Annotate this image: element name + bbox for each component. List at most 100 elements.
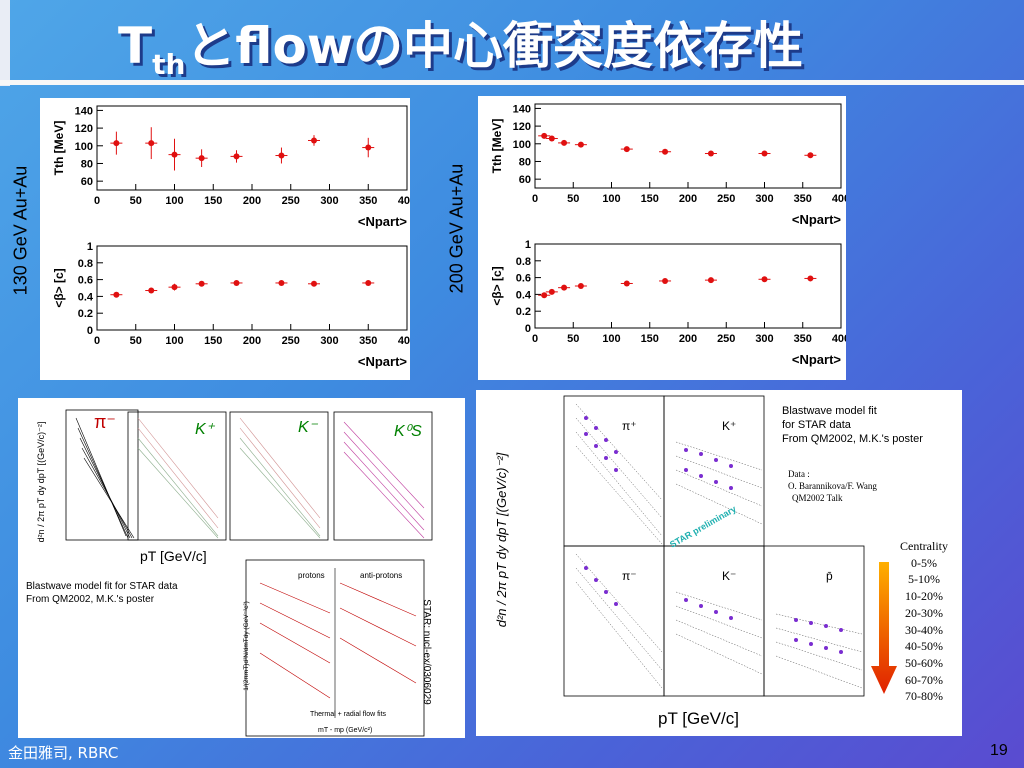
right-particle-kp: K⁺ <box>722 419 736 433</box>
data-point <box>198 280 205 287</box>
centrality-item: 60-70% <box>905 672 943 687</box>
data-point <box>171 151 178 158</box>
centrality-legend: Centrality 0-5% 5-10% 10-20% 20-30% 30-40% 40… <box>894 538 954 705</box>
spectra-right-panel: π⁺ K⁺ π⁻ K⁻ p̄ STAR preliminary d²n / 2π… <box>476 390 962 736</box>
inset-ylabel: 1/(2πmT)d²N/dmTdy (GeV⁻²c²) <box>243 601 250 691</box>
y-tick-label: 100 <box>75 141 93 153</box>
x-tick-label: 100 <box>165 335 183 347</box>
data-point <box>365 279 372 286</box>
y-axis-label: <β> [c] <box>490 266 504 305</box>
right-data-2: O. Barannikova/F. Wang <box>788 481 877 491</box>
y-tick-label: 0.8 <box>78 258 93 270</box>
x-axis-label: <Npart> <box>792 212 842 227</box>
data-point <box>577 283 584 289</box>
x-tick-label: 300 <box>320 195 338 207</box>
data-point <box>311 137 317 144</box>
data-point <box>113 291 120 298</box>
x-tick-label: 250 <box>717 193 735 205</box>
x-tick-label: 50 <box>567 193 579 205</box>
right-note-2: for STAR data <box>782 419 851 431</box>
x-tick-label: 300 <box>755 333 773 345</box>
data-point <box>807 152 814 159</box>
x-tick-label: 100 <box>602 193 620 205</box>
data-point <box>707 277 714 284</box>
spectrum-k0s <box>333 411 433 541</box>
data-point <box>623 280 630 287</box>
y-tick-label: 0.2 <box>78 308 93 320</box>
y-tick-label: 100 <box>513 139 531 151</box>
particle-label-kp: K⁺ <box>195 421 216 438</box>
y-tick-label: 140 <box>75 105 93 117</box>
x-tick-label: 150 <box>204 335 222 347</box>
x-tick-label: 100 <box>165 195 183 207</box>
inset-legend: Thermal + radial flow fits <box>310 711 387 718</box>
x-tick-label: 50 <box>130 195 142 207</box>
right-spectra-grid <box>563 395 865 697</box>
x-tick-label: 250 <box>717 333 735 345</box>
data-point <box>662 148 669 155</box>
right-spectra-curves <box>575 403 863 689</box>
y-tick-label: 80 <box>81 158 93 170</box>
centrality-title: Centrality <box>900 539 948 553</box>
inset-proton-plot <box>245 559 425 737</box>
x-tick-label: 300 <box>320 335 338 347</box>
data-point <box>278 279 285 286</box>
y-tick-label: 0.8 <box>516 256 531 268</box>
right-note-1: Blastwave model fit <box>782 405 877 417</box>
spectra-left-panel: π⁻ K⁺ K⁻ K⁰S d²n / 2π pT dy dpT [(GeV/c)… <box>18 398 465 738</box>
x-axis-label: <Npart> <box>358 214 408 229</box>
centrality-item: 30-40% <box>905 622 943 637</box>
chart-200gev-svg: 0501001502002503003504006080100120140<Np… <box>490 103 850 367</box>
right-particle-pbar: p̄ <box>826 569 833 583</box>
y-tick-label: 120 <box>513 121 531 133</box>
x-tick-label: 300 <box>755 193 773 205</box>
chart-200gev-panel: 0501001502002503003504006080100120140<Np… <box>478 96 850 380</box>
x-tick-label: 0 <box>94 335 100 347</box>
right-note-3: From QM2002, M.K.'s poster <box>782 433 923 445</box>
data-point <box>761 150 768 157</box>
y-axis-label: Tth [MeV] <box>52 121 66 176</box>
x-tick-label: 100 <box>602 333 620 345</box>
x-axis-label: <Npart> <box>792 352 842 367</box>
y-tick-label: 140 <box>513 103 531 115</box>
right-data-3: QM2002 Talk <box>792 493 843 503</box>
centrality-item: 40-50% <box>905 639 943 654</box>
centrality-item: 10-20% <box>905 589 943 604</box>
data-point <box>365 144 372 151</box>
x-tick-label: 400 <box>398 335 410 347</box>
y-tick-label: 0.2 <box>516 306 531 318</box>
right-data-notes: Data : O. Barannikova/F. Wang QM2002 Tal… <box>788 468 948 504</box>
left-pt-label: pT [GeV/c] <box>140 548 207 564</box>
plot-frame <box>96 245 408 331</box>
data-point <box>198 155 205 162</box>
centrality-item: 50-60% <box>905 655 943 670</box>
x-tick-label: 350 <box>794 333 812 345</box>
spectrum-kp <box>127 411 227 541</box>
data-point <box>561 284 568 291</box>
data-point <box>233 279 240 286</box>
y-tick-label: 0.4 <box>78 291 94 303</box>
chart-130gev-svg: 0501001502002503003504006080100120140<Np… <box>52 105 416 369</box>
spectra-left-svg: π⁻ K⁺ K⁻ K⁰S d²n / 2π pT dy dpT [(GeV/c)… <box>36 409 433 737</box>
y-tick-label: 60 <box>81 176 93 188</box>
x-tick-label: 250 <box>282 335 300 347</box>
data-point <box>148 287 155 294</box>
energy-label-130: 130 GeV Au+Au <box>10 165 31 296</box>
x-tick-label: 400 <box>398 195 410 207</box>
particle-label-km: K⁻ <box>298 419 319 436</box>
left-note-2: From QM2002, M.K.'s poster <box>26 594 155 605</box>
star-reference: STAR: nucl-ex/0306029 <box>421 599 432 705</box>
right-ylabel: d²n / 2π pT dy dpT [(GeV/c)⁻²] <box>494 452 509 627</box>
data-point <box>541 132 548 139</box>
x-tick-label: 0 <box>94 195 100 207</box>
x-tick-label: 350 <box>359 335 377 347</box>
right-spectra-points <box>584 416 843 654</box>
y-tick-label: 0.6 <box>516 273 531 285</box>
data-point <box>761 276 768 283</box>
data-point <box>233 153 240 160</box>
footer-author: 金田雅司, RBRC <box>8 744 119 762</box>
left-ylabel: d²n / 2π pT dy dpT [(GeV/c)⁻²] <box>36 422 46 543</box>
x-tick-label: 0 <box>532 333 538 345</box>
plot-frame <box>96 105 408 191</box>
inset-label-protons: protons <box>298 571 325 580</box>
